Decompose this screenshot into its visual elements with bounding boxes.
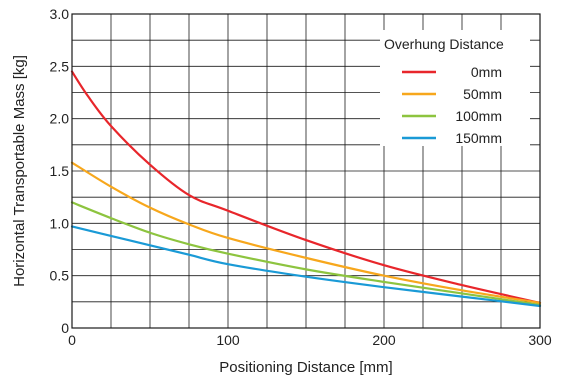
x-axis-title: Positioning Distance [mm] — [219, 359, 392, 376]
series-lines — [70, 70, 542, 308]
series-line-3 — [70, 225, 542, 308]
x-tick-label: 300 — [528, 332, 552, 348]
y-tick-label: 2.5 — [50, 58, 70, 74]
legend-label-1: 50mm — [463, 86, 502, 102]
legend-label-2: 100mm — [455, 108, 502, 124]
series-line-1 — [70, 161, 542, 304]
tick-labels: 0 0.5 1.0 1.5 2.0 2.5 3.0 0 100 200 300 — [50, 6, 552, 348]
series-line-2 — [70, 201, 542, 307]
legend-label-3: 150mm — [455, 130, 502, 146]
y-axis-title: Horizontal Transportable Mass [kg] — [11, 55, 28, 287]
legend-label-0: 0mm — [471, 64, 502, 80]
legend-title: Overhung Distance — [384, 36, 504, 52]
x-tick-label: 200 — [372, 332, 396, 348]
x-tick-label: 0 — [68, 332, 76, 348]
plot-frame — [71, 13, 541, 329]
y-tick-label: 1.0 — [50, 215, 70, 231]
y-tick-label: 3.0 — [50, 6, 70, 22]
x-tick-label: 100 — [216, 332, 240, 348]
y-tick-label: 2.0 — [50, 111, 70, 127]
y-tick-label: 0 — [61, 320, 69, 336]
y-tick-label: 0.5 — [50, 268, 70, 284]
series-line-0 — [70, 70, 542, 304]
y-tick-label: 1.5 — [50, 163, 70, 179]
legend-box — [380, 30, 530, 146]
legend: 0mm 50mm 100mm 150mm — [402, 64, 502, 146]
